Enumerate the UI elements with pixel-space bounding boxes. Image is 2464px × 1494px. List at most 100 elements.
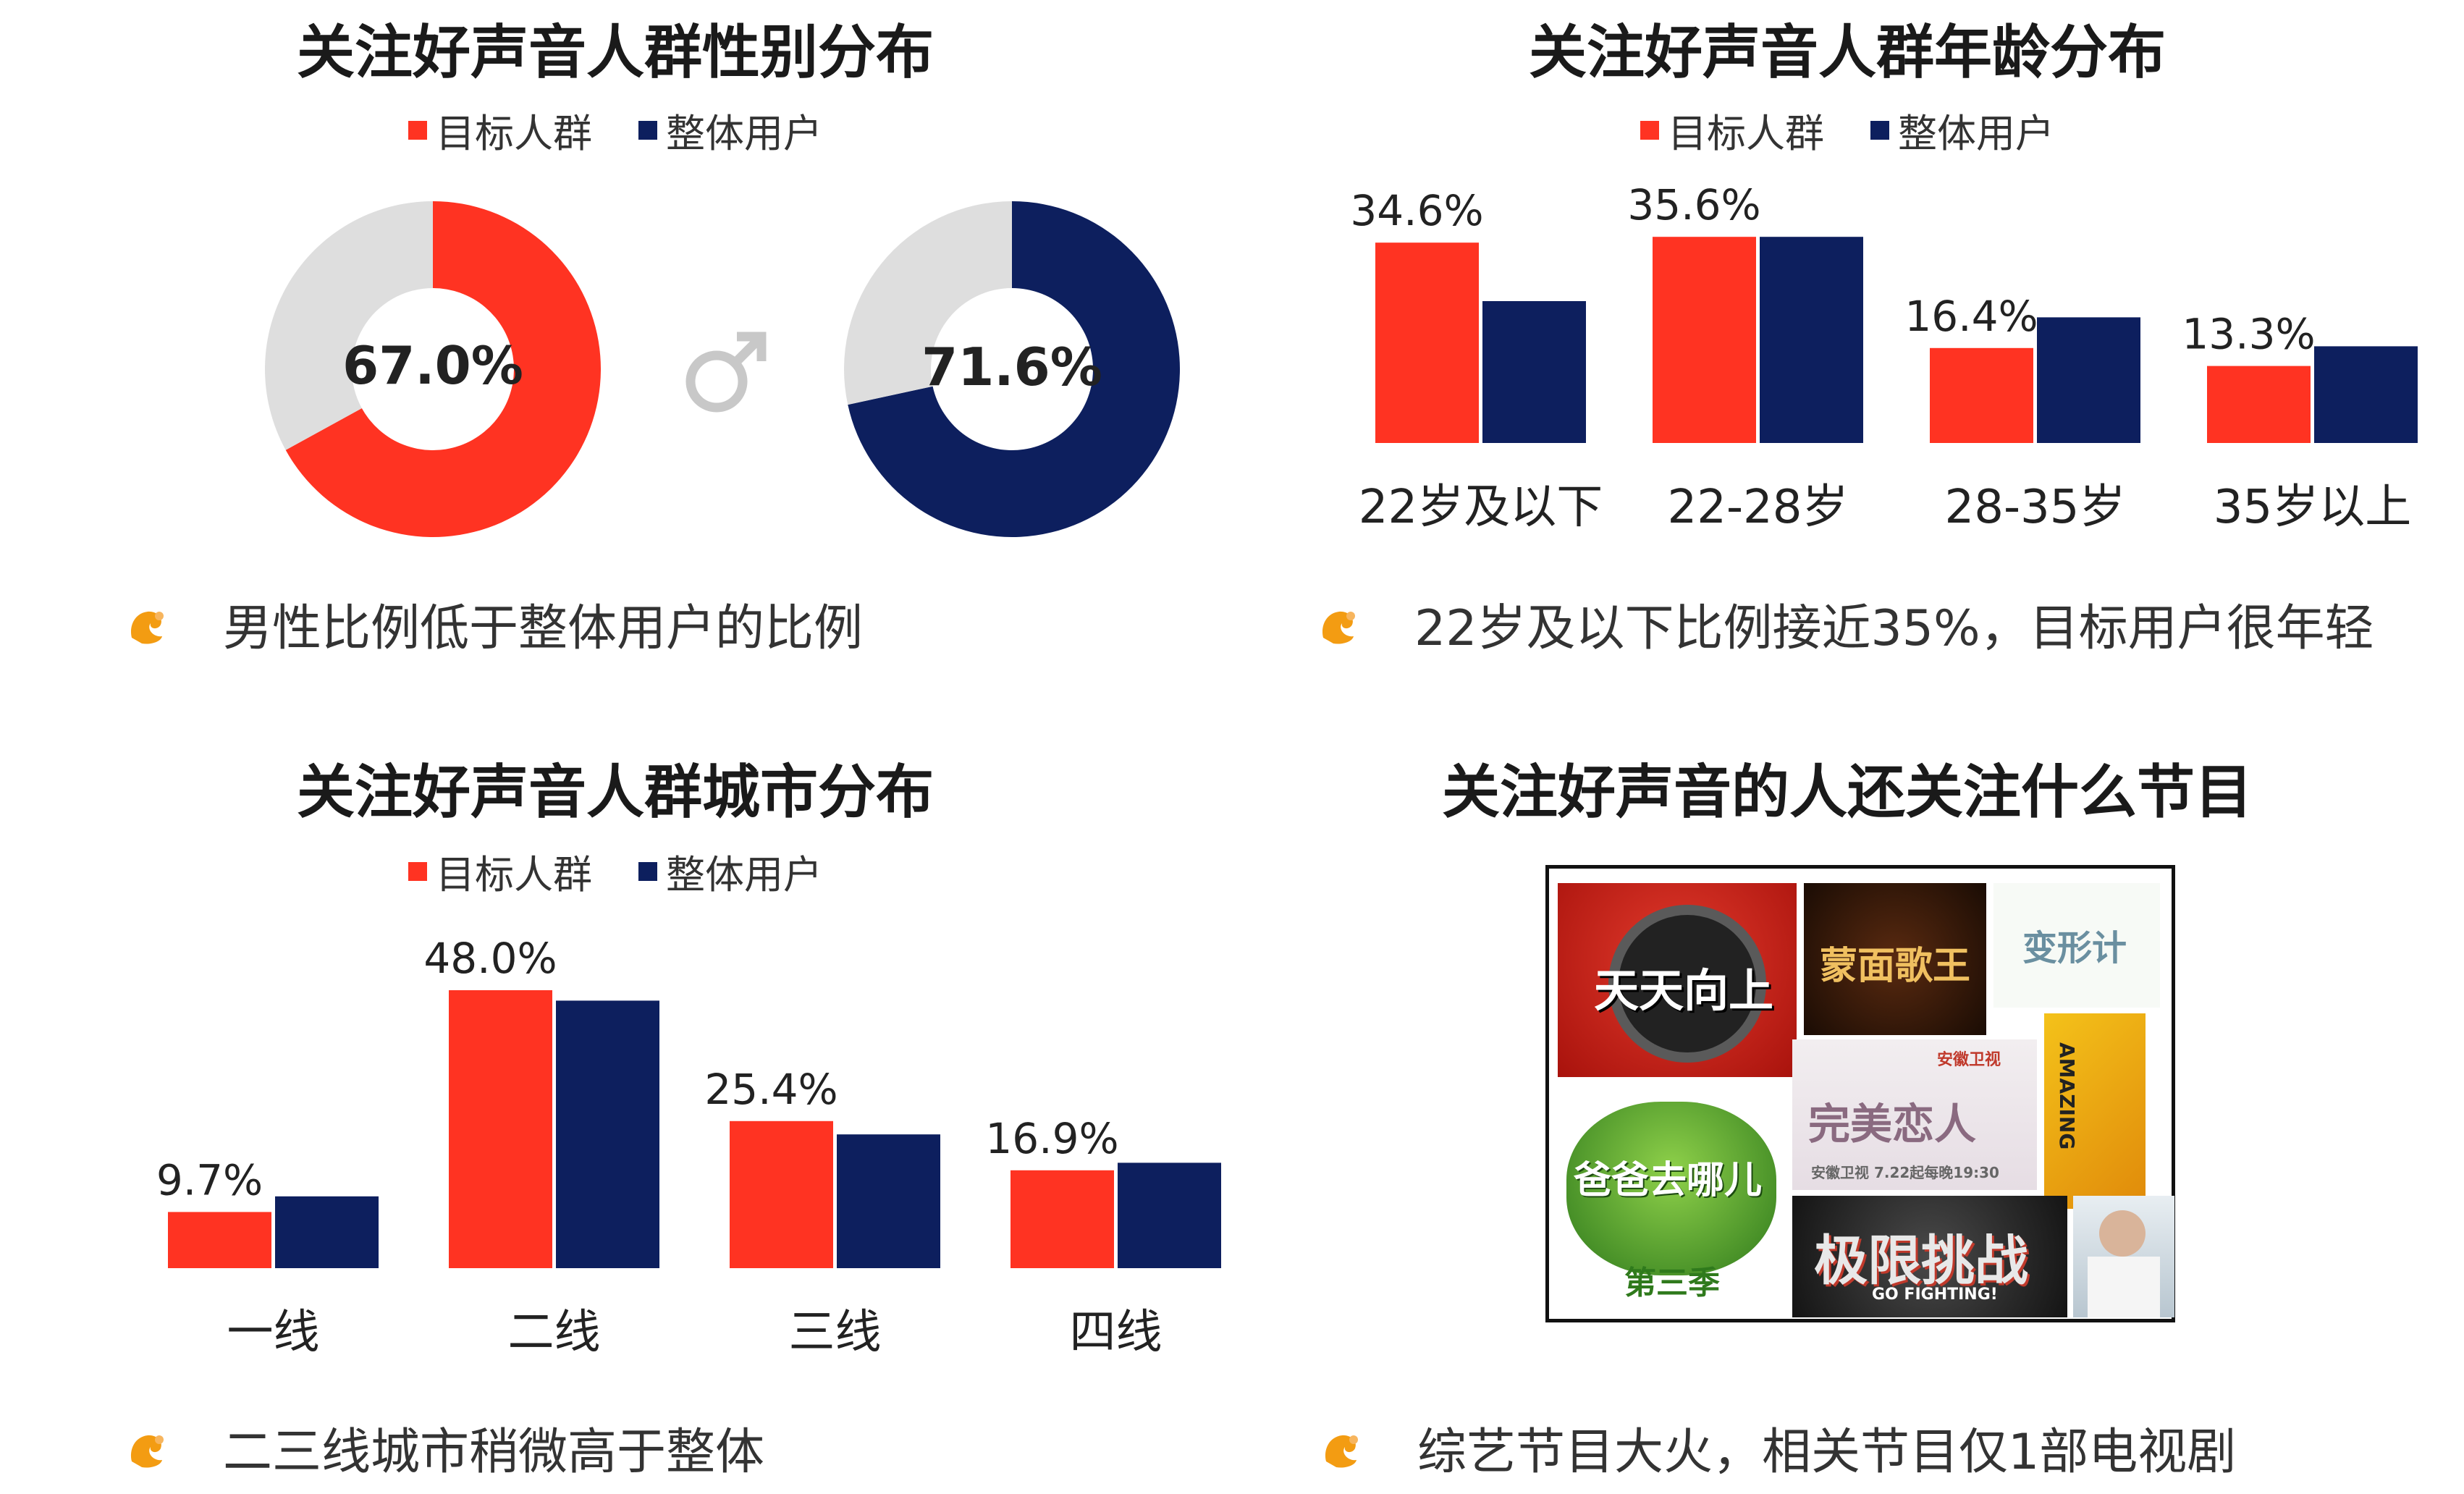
category-label: 28-35岁 [1945,481,2126,534]
bar-data-label: 16.9% [985,1114,1118,1163]
gender-panel: 关注好声音人群性别分布 目标人群 整体用户 67.0% 71.6% 男性比例低于… [0,0,1231,724]
age-title: 关注好声音人群年龄分布 [1529,19,2166,86]
city-bar-chart: 9.7% 一线 48.0% 二线 25.4% 三线 16.9% 四线 [156,934,1221,1359]
program-tile-babaquna: 爸爸去哪儿 第三季 [1558,1083,1786,1313]
category-label: 22-28岁 [1668,481,1849,534]
program-tile-tiantian: 天天向上 [1558,883,1797,1077]
programs-note: 综艺节目大火，相关节目仅1部电视剧 [1319,1411,2236,1483]
bar-overall [556,1000,659,1268]
donut-slice-male [848,201,1181,537]
legend-swatch-overall [1870,120,1889,140]
squirrel-logo-icon [1325,1435,1358,1468]
legend-swatch-overall [638,120,657,140]
program-tile-ahtv-text: 安徽卫视 [1937,1051,2001,1069]
gender-title: 关注好声音人群性别分布 [297,19,934,86]
legend-label-target: 目标人群 [436,111,592,156]
program-tile-wanmei-text: 完美恋人 [1808,1100,1977,1149]
program-tile-mengmian-text: 蒙面歌王 [1820,945,1971,988]
city-title: 关注好声音人群城市分布 [297,759,934,826]
legend-label-overall: 整体用户 [666,111,822,156]
legend-label-overall: 整体用户 [666,852,822,898]
bar-overall [275,1196,379,1268]
legend-label-target: 目标人群 [436,852,592,898]
gender-note: 男性比例低于整体用户的比例 [125,588,863,659]
age-legend: 目标人群 整体用户 [1231,101,2464,159]
bar-target [2207,366,2311,443]
program-tile-babaquna-text: 爸爸去哪儿 [1574,1159,1763,1202]
gender-note-text: 男性比例低于整体用户的比例 [223,600,864,657]
legend-label-target: 目标人群 [1668,111,1824,156]
legend-item-overall: 整体用户 [1870,101,2054,159]
age-bar-chart: 34.6% 22岁及以下 35.6% 22-28岁 16.4% 28-35岁 13.3% 35… [1350,180,2418,534]
legend-swatch-target [1640,120,1659,140]
legend-swatch-overall [638,861,657,881]
legend-swatch-target [408,861,427,881]
bar-data-label: 9.7% [156,1155,263,1204]
bar-target [1653,237,1756,443]
legend-item-target: 目标人群 [408,843,592,900]
donut-overall [844,201,1181,537]
program-tile-wanmei: 安徽卫视 完美恋人 安徽卫视 7.22起每晚19:30 [1792,1039,2037,1190]
legend-item-overall: 整体用户 [638,843,822,900]
donut-slice-rest [265,201,433,450]
category-label: 一线 [227,1306,320,1359]
program-tile-season-text: 第三季 [1624,1265,1720,1301]
squirrel-logo-icon [1322,611,1355,644]
programs-title: 关注好声音的人还关注什么节目 [1442,759,2253,826]
bar-target [449,990,552,1268]
legend-item-target: 目标人群 [1640,101,1824,159]
program-tile-wanmei-time: 安徽卫视 7.22起每晚19:30 [1811,1164,1999,1181]
bar-overall [1118,1162,1221,1268]
gender-donut-chart: 67.0% 71.6% [265,201,1181,537]
program-collage: 天天向上 蒙面歌王 变形计 爸爸去哪儿 第三季 安徽卫视 完美恋人 安徽卫视 7… [1545,865,2175,1322]
bar-overall [1482,301,1586,443]
age-note-text: 22岁及以下比例接近35%，目标用户很年轻 [1414,600,2374,657]
program-tile-tiantian-text: 天天向上 [1594,964,1774,1017]
city-note-text: 二三线城市稍微高于整体 [223,1424,765,1481]
squirrel-logo-icon [130,611,164,644]
city-legend: 目标人群 整体用户 [0,843,1231,900]
bar-target [730,1120,833,1268]
program-tile-poster [2073,1196,2174,1317]
bar-overall [2314,346,2418,443]
category-label: 22岁及以下 [1359,481,1603,534]
bar-target [1930,347,2033,443]
city-panel: 关注好声音人群城市分布 目标人群 整体用户 9.7% 一线 48.0% 二线 25.4%… [0,724,1231,1494]
program-tile-amazing: AMAZING [2044,1013,2146,1209]
donut-slice-male [285,201,602,537]
category-label: 三线 [789,1306,882,1359]
donut-slice-rest [844,201,1012,405]
donut-overall-label: 71.6% [921,337,1102,397]
category-label: 35岁以上 [2214,481,2411,534]
bar-target [1375,242,1479,443]
bar-target [1011,1170,1114,1268]
age-note: 22岁及以下比例接近35%，目标用户很年轻 [1316,588,2374,659]
donut-target [265,201,602,537]
bar-data-label: 48.0% [423,934,557,983]
legend-swatch-target [408,120,427,140]
programs-panel: 关注好声音的人还关注什么节目 综艺节目大火，相关节目仅1部电视剧 [1231,724,2464,1494]
program-tile-amazing-text: AMAZING [2055,1042,2079,1150]
bar-target [168,1212,271,1268]
legend-item-overall: 整体用户 [638,101,822,159]
bar-overall [837,1134,940,1268]
program-tile-bianxingji: 变形计 [1993,883,2160,1008]
bar-overall [1760,237,1863,443]
bar-data-label: 25.4% [704,1065,837,1114]
bar-overall [2037,317,2140,443]
squirrel-logo-icon [130,1435,164,1468]
program-tile-bianxingji-text: 变形计 [2022,928,2127,968]
gender-legend: 目标人群 整体用户 [0,101,1231,159]
program-tile-jixian-text: 极限挑战 [1814,1230,2028,1292]
bar-data-label: 35.6% [1627,180,1760,229]
city-note: 二三线城市稍微高于整体 [125,1411,764,1483]
program-tile-mengmian: 蒙面歌王 [1804,883,1986,1035]
category-label: 二线 [508,1306,601,1359]
age-panel: 关注好声音人群年龄分布 目标人群 整体用户 34.6% 22岁及以下 35.6% 22… [1231,0,2464,724]
bar-data-label: 13.3% [2182,310,2315,359]
male-symbol-icon [685,332,767,413]
legend-item-target: 目标人群 [408,101,592,159]
programs-note-text: 综艺节目大火，相关节目仅1部电视剧 [1417,1424,2237,1481]
category-label: 四线 [1070,1306,1163,1359]
donut-target-label: 67.0% [342,335,523,396]
